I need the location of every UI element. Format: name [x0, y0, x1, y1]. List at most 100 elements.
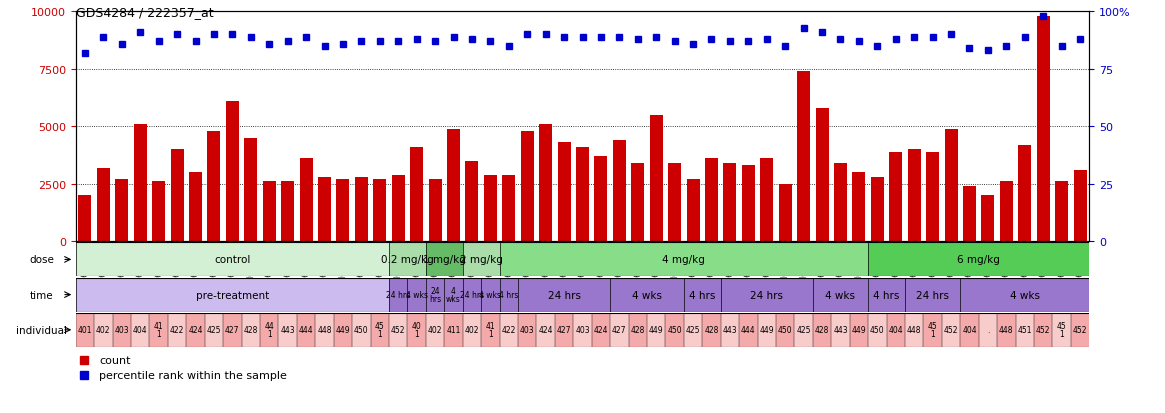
Bar	[444, 313, 463, 347]
Bar	[466, 161, 479, 242]
Bar	[521, 132, 534, 242]
Bar	[684, 278, 721, 312]
Bar	[905, 278, 960, 312]
Bar	[592, 313, 610, 347]
Text: pre-treatment: pre-treatment	[196, 290, 269, 300]
Text: 4 hrs: 4 hrs	[499, 290, 518, 299]
Bar	[665, 313, 684, 347]
Bar	[224, 313, 241, 347]
Text: 4 wks: 4 wks	[479, 290, 501, 299]
Text: 450: 450	[354, 325, 368, 335]
Bar	[853, 173, 866, 242]
Bar	[797, 72, 810, 242]
Bar	[518, 313, 536, 347]
Text: 451: 451	[1017, 325, 1032, 335]
Text: 44
1: 44 1	[264, 322, 274, 338]
Bar	[97, 168, 110, 242]
Bar	[576, 147, 589, 242]
Text: 449: 449	[336, 325, 351, 335]
Bar	[669, 164, 682, 242]
Bar	[705, 159, 718, 242]
Text: 425: 425	[797, 325, 811, 335]
Bar	[444, 278, 463, 312]
Text: 0.2 mg/kg: 0.2 mg/kg	[381, 255, 433, 265]
Bar	[1055, 182, 1068, 242]
Bar	[1052, 313, 1071, 347]
Text: 425: 425	[686, 325, 700, 335]
Text: 452: 452	[391, 325, 405, 335]
Text: 452: 452	[1073, 325, 1087, 335]
Text: 24 hrs: 24 hrs	[548, 290, 580, 300]
Text: 449: 449	[760, 325, 774, 335]
Bar	[723, 164, 736, 242]
Bar	[941, 313, 960, 347]
Text: 24 hrs: 24 hrs	[750, 290, 783, 300]
Bar	[318, 178, 331, 242]
Text: 449: 449	[852, 325, 867, 335]
Bar	[610, 278, 684, 312]
Bar	[263, 182, 276, 242]
Bar	[130, 313, 149, 347]
Bar	[370, 313, 389, 347]
Text: 4
wks: 4 wks	[446, 287, 461, 303]
Bar	[924, 313, 941, 347]
Bar	[391, 175, 404, 242]
Text: 45
1: 45 1	[1057, 322, 1066, 338]
Text: 24 hrs: 24 hrs	[460, 290, 483, 299]
Bar	[500, 243, 868, 277]
Text: 425: 425	[206, 325, 221, 335]
Bar	[536, 313, 555, 347]
Bar	[426, 313, 444, 347]
Bar	[997, 313, 1016, 347]
Bar	[205, 313, 224, 347]
Text: 448: 448	[317, 325, 332, 335]
Bar	[278, 313, 297, 347]
Bar	[757, 313, 776, 347]
Bar	[650, 116, 663, 242]
Bar	[905, 313, 924, 347]
Bar	[945, 129, 958, 242]
Bar	[408, 313, 426, 347]
Text: 444: 444	[741, 325, 756, 335]
Text: 402: 402	[428, 325, 443, 335]
Bar	[281, 182, 294, 242]
Bar	[207, 132, 220, 242]
Bar	[539, 125, 552, 242]
Bar	[168, 313, 186, 347]
Text: 449: 449	[649, 325, 664, 335]
Text: 428: 428	[705, 325, 719, 335]
Text: 4 wks: 4 wks	[1010, 290, 1040, 300]
Bar	[1035, 313, 1052, 347]
Bar	[447, 129, 460, 242]
Bar	[979, 313, 997, 347]
Bar	[834, 164, 847, 242]
Bar	[889, 152, 902, 242]
Bar	[1018, 145, 1031, 242]
Bar	[76, 313, 94, 347]
Bar	[500, 278, 518, 312]
Bar	[245, 138, 257, 242]
Text: 4 wks: 4 wks	[826, 290, 855, 300]
Bar	[149, 313, 168, 347]
Bar	[832, 313, 849, 347]
Bar	[186, 313, 205, 347]
Text: 427: 427	[557, 325, 571, 335]
Bar	[76, 278, 389, 312]
Text: 422: 422	[170, 325, 184, 335]
Bar	[337, 180, 350, 242]
Bar	[868, 243, 1089, 277]
Text: 403: 403	[576, 325, 589, 335]
Text: 4 wks: 4 wks	[631, 290, 662, 300]
Bar	[1037, 17, 1050, 242]
Text: 427: 427	[612, 325, 627, 335]
Text: 448: 448	[908, 325, 922, 335]
Bar	[647, 313, 665, 347]
Bar	[686, 180, 699, 242]
Text: individual: individual	[16, 325, 68, 335]
Bar	[1016, 313, 1035, 347]
Bar	[813, 313, 832, 347]
Text: 450: 450	[870, 325, 884, 335]
Text: 404: 404	[962, 325, 976, 335]
Bar	[483, 175, 496, 242]
Bar	[189, 173, 202, 242]
